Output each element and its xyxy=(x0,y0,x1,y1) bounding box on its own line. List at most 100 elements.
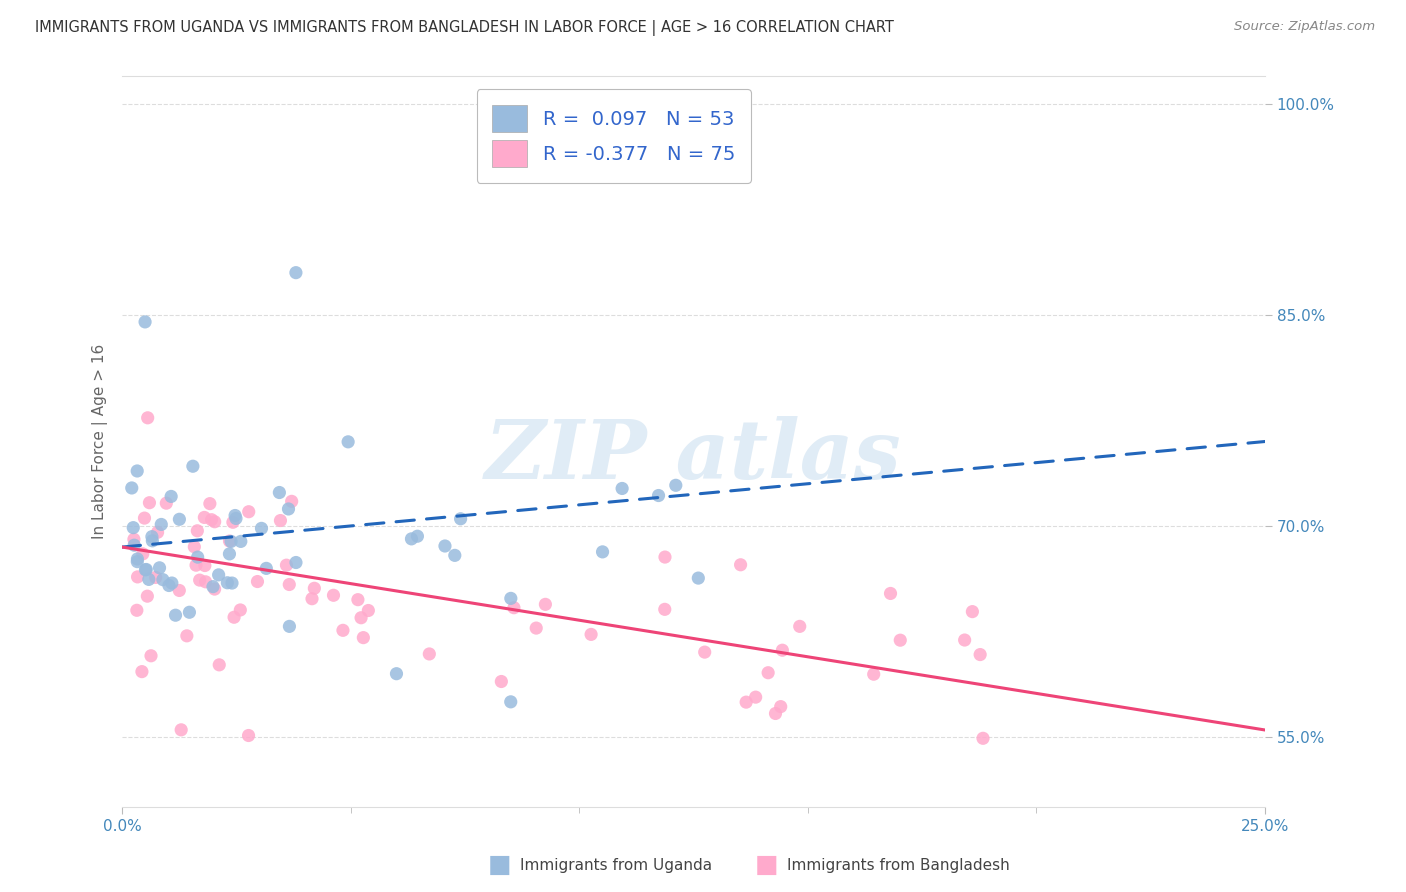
Point xyxy=(534,598,557,612)
Point xyxy=(138,573,160,587)
Point xyxy=(193,510,215,524)
Point xyxy=(765,706,787,721)
Point xyxy=(187,550,209,565)
Point xyxy=(198,497,221,511)
Point xyxy=(217,575,239,590)
Point xyxy=(610,482,633,496)
Point xyxy=(204,582,226,596)
Point xyxy=(401,532,423,546)
Point xyxy=(301,591,323,606)
Point xyxy=(280,494,302,508)
Point xyxy=(879,586,901,600)
Point xyxy=(157,578,180,592)
Point xyxy=(304,582,326,596)
Point xyxy=(224,508,246,523)
Point xyxy=(181,459,204,474)
Point xyxy=(219,534,242,549)
Point xyxy=(201,580,224,594)
Point xyxy=(141,530,163,544)
Point xyxy=(131,665,153,679)
Point xyxy=(148,561,170,575)
Point xyxy=(347,592,370,607)
Text: Immigrants from Bangladesh: Immigrants from Bangladesh xyxy=(787,858,1010,872)
Point xyxy=(524,621,547,635)
Point xyxy=(418,647,440,661)
Point xyxy=(122,521,145,535)
Point xyxy=(176,629,198,643)
Point xyxy=(204,515,226,529)
Point xyxy=(889,633,911,648)
Point xyxy=(146,525,169,540)
Point xyxy=(179,605,201,619)
Point xyxy=(730,558,752,572)
Point xyxy=(134,511,156,525)
Point xyxy=(350,611,373,625)
Point xyxy=(278,577,301,591)
Point xyxy=(136,589,159,603)
Point xyxy=(579,627,602,641)
Point xyxy=(222,610,245,624)
Text: IMMIGRANTS FROM UGANDA VS IMMIGRANTS FROM BANGLADESH IN LABOR FORCE | AGE > 16 C: IMMIGRANTS FROM UGANDA VS IMMIGRANTS FRO… xyxy=(35,20,894,36)
Point xyxy=(136,410,159,425)
Point xyxy=(357,603,380,617)
Point xyxy=(250,521,273,535)
Point xyxy=(285,556,308,570)
Point xyxy=(332,624,354,638)
Point xyxy=(141,533,163,548)
Point xyxy=(160,576,183,591)
Point xyxy=(756,665,779,680)
Point xyxy=(654,550,676,565)
Point xyxy=(134,315,156,329)
Point xyxy=(688,571,710,585)
Point xyxy=(337,434,360,449)
Point xyxy=(1047,849,1070,863)
Point xyxy=(170,723,193,737)
Point xyxy=(238,505,260,519)
Y-axis label: In Labor Force | Age > 16: In Labor Force | Age > 16 xyxy=(93,344,108,539)
Point xyxy=(647,489,669,503)
Point xyxy=(503,600,526,615)
Point xyxy=(122,538,145,552)
Point xyxy=(222,515,245,529)
Point xyxy=(127,552,149,566)
Point xyxy=(735,695,758,709)
Point xyxy=(693,645,716,659)
Point xyxy=(138,496,160,510)
Point xyxy=(139,648,162,663)
Point xyxy=(744,690,766,705)
Point xyxy=(208,567,231,582)
Point xyxy=(911,849,934,863)
Point xyxy=(165,608,187,623)
Point xyxy=(385,666,408,681)
Point xyxy=(592,545,614,559)
Point xyxy=(962,605,984,619)
Point xyxy=(194,558,217,573)
Point xyxy=(229,534,252,549)
Point xyxy=(769,699,792,714)
Point xyxy=(122,533,145,547)
Point xyxy=(221,576,243,591)
Point xyxy=(254,561,277,575)
Point xyxy=(269,514,291,528)
Point xyxy=(284,266,307,280)
Point xyxy=(246,574,269,589)
Point xyxy=(225,511,247,525)
Point xyxy=(145,570,167,584)
Point xyxy=(972,731,994,746)
Point xyxy=(135,562,157,576)
Text: Immigrants from Uganda: Immigrants from Uganda xyxy=(520,858,713,872)
Point xyxy=(862,667,884,681)
Point xyxy=(194,574,217,589)
Point xyxy=(278,619,301,633)
Point xyxy=(152,573,174,587)
Point xyxy=(499,695,522,709)
Point xyxy=(186,524,208,538)
Point xyxy=(406,529,429,543)
Point xyxy=(352,631,374,645)
Point xyxy=(150,517,173,532)
Point xyxy=(127,464,149,478)
Point xyxy=(125,603,148,617)
Point xyxy=(188,573,211,587)
Point xyxy=(277,502,299,516)
Point xyxy=(218,534,240,549)
